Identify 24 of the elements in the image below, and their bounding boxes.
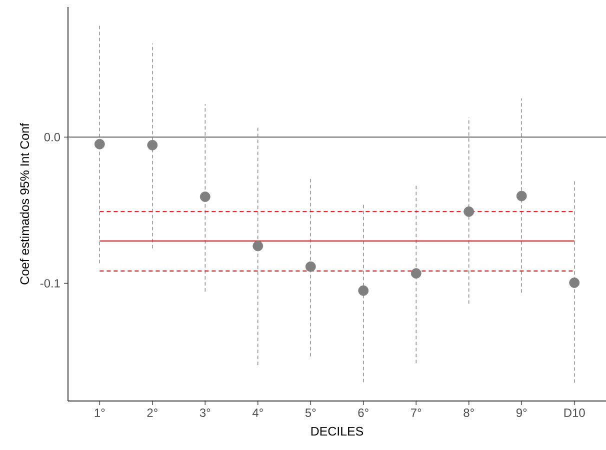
x-tick-label: 5° — [305, 408, 316, 417]
point — [464, 206, 474, 217]
point — [410, 268, 422, 279]
x-tick-label: 3° — [200, 408, 210, 417]
x-tick-label: 4° — [252, 408, 263, 417]
x-tick-label: 6° — [358, 408, 368, 417]
point — [147, 140, 158, 150]
point — [569, 278, 580, 288]
point — [305, 261, 316, 272]
point — [252, 240, 264, 252]
x-tick-label: 2° — [147, 408, 158, 417]
point — [200, 192, 210, 202]
point — [516, 190, 527, 202]
point — [358, 285, 369, 296]
y-axis-title: Coef estimados 95% Int Conf — [20, 123, 30, 284]
y-tick-label: 0.0 — [44, 132, 60, 142]
point — [94, 138, 105, 150]
x-axis-title: DECILES — [311, 426, 364, 436]
x-tick-label: 7° — [411, 408, 422, 417]
y-tick-label: -0.1 — [40, 279, 60, 288]
x-tick-label: 1° — [94, 408, 105, 417]
x-tick-label: D10 — [564, 408, 585, 417]
x-tick-label: 9° — [516, 408, 527, 417]
x-tick-label: 8° — [464, 408, 474, 417]
